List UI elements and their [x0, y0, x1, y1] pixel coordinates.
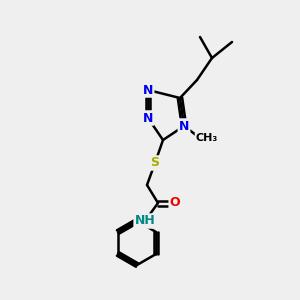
Text: N: N	[179, 119, 189, 133]
Text: N: N	[143, 83, 153, 97]
Text: O: O	[170, 196, 180, 209]
Text: S: S	[151, 157, 160, 169]
Text: N: N	[143, 112, 153, 124]
Text: CH₃: CH₃	[196, 133, 218, 143]
Text: NH: NH	[135, 214, 155, 227]
